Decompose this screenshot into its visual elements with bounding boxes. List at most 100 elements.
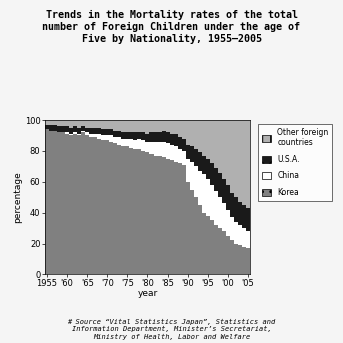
Legend: Other foreign
countries, U.S.A., China, Korea: Other foreign countries, U.S.A., China, … [258,124,332,201]
Bar [141,132,145,140]
Bar [81,131,85,132]
Bar [178,120,182,137]
Bar [166,158,169,274]
Bar [218,228,222,274]
Bar [109,129,113,135]
Bar [190,162,194,189]
Bar [117,120,121,131]
Bar [202,156,206,174]
Bar [246,231,250,248]
Bar [85,120,89,128]
Bar [121,120,126,132]
Bar [194,120,198,149]
Bar [61,126,65,132]
Bar [97,128,101,134]
Bar [198,205,202,274]
Bar [93,134,97,137]
Bar [45,125,49,129]
Bar [194,166,198,197]
Bar [182,139,186,151]
Bar [230,217,234,240]
Bar [49,125,53,131]
Bar [57,132,61,274]
Bar [133,120,138,132]
Bar [129,132,133,139]
Bar [69,134,73,135]
Bar [214,120,218,168]
Bar [65,120,69,126]
Bar [166,143,169,158]
Bar [65,134,69,274]
Bar [157,142,162,155]
Bar [126,146,129,274]
Bar [174,120,178,134]
Bar [93,128,97,134]
Bar [141,120,145,132]
Bar [113,120,117,131]
Bar [109,120,113,129]
Bar [154,120,157,132]
Bar [89,120,93,128]
Bar [49,120,53,125]
Bar [218,197,222,228]
Bar [73,120,77,126]
Bar [186,145,190,158]
Bar [242,247,246,274]
Bar [206,179,210,216]
Bar [89,137,93,274]
Bar [138,149,141,274]
Bar [234,222,238,244]
Bar [101,135,105,140]
Bar [129,120,133,132]
Bar [222,203,226,231]
Bar [101,140,105,274]
Bar [162,120,166,131]
Bar [138,120,141,132]
Bar [57,126,61,132]
Bar [238,202,242,225]
Bar [206,158,210,179]
Bar [109,142,113,274]
Bar [126,139,129,146]
Bar [226,120,230,185]
Bar [145,134,150,142]
Bar [157,155,162,274]
Bar [117,137,121,145]
Bar [190,189,194,274]
Bar [242,228,246,247]
Bar [246,120,250,208]
Bar [145,120,150,134]
Bar [154,132,157,142]
Text: Trends in the Mortality rates of the total
number of Foreign Children under the : Trends in the Mortality rates of the tot… [43,10,300,44]
Bar [141,151,145,274]
Bar [166,120,169,132]
Bar [162,157,166,274]
Bar [81,132,85,274]
Bar [182,120,186,139]
Bar [49,131,53,274]
Bar [53,120,57,125]
Bar [222,231,226,274]
Bar [162,131,166,142]
Bar [162,142,166,157]
Bar [105,120,109,129]
Bar [69,128,73,134]
Bar [226,236,230,274]
Bar [154,155,157,274]
Bar [101,120,105,129]
Bar [85,135,89,274]
Bar [117,131,121,137]
Bar [182,151,186,165]
Bar [129,148,133,274]
Bar [45,120,49,125]
Bar [77,128,81,134]
Bar [178,137,182,149]
Bar [53,131,57,274]
Bar [202,174,206,213]
Bar [202,120,206,155]
Bar [97,139,101,274]
Bar [242,120,246,205]
Bar [65,132,69,134]
Bar [218,173,222,197]
Bar [210,120,214,163]
